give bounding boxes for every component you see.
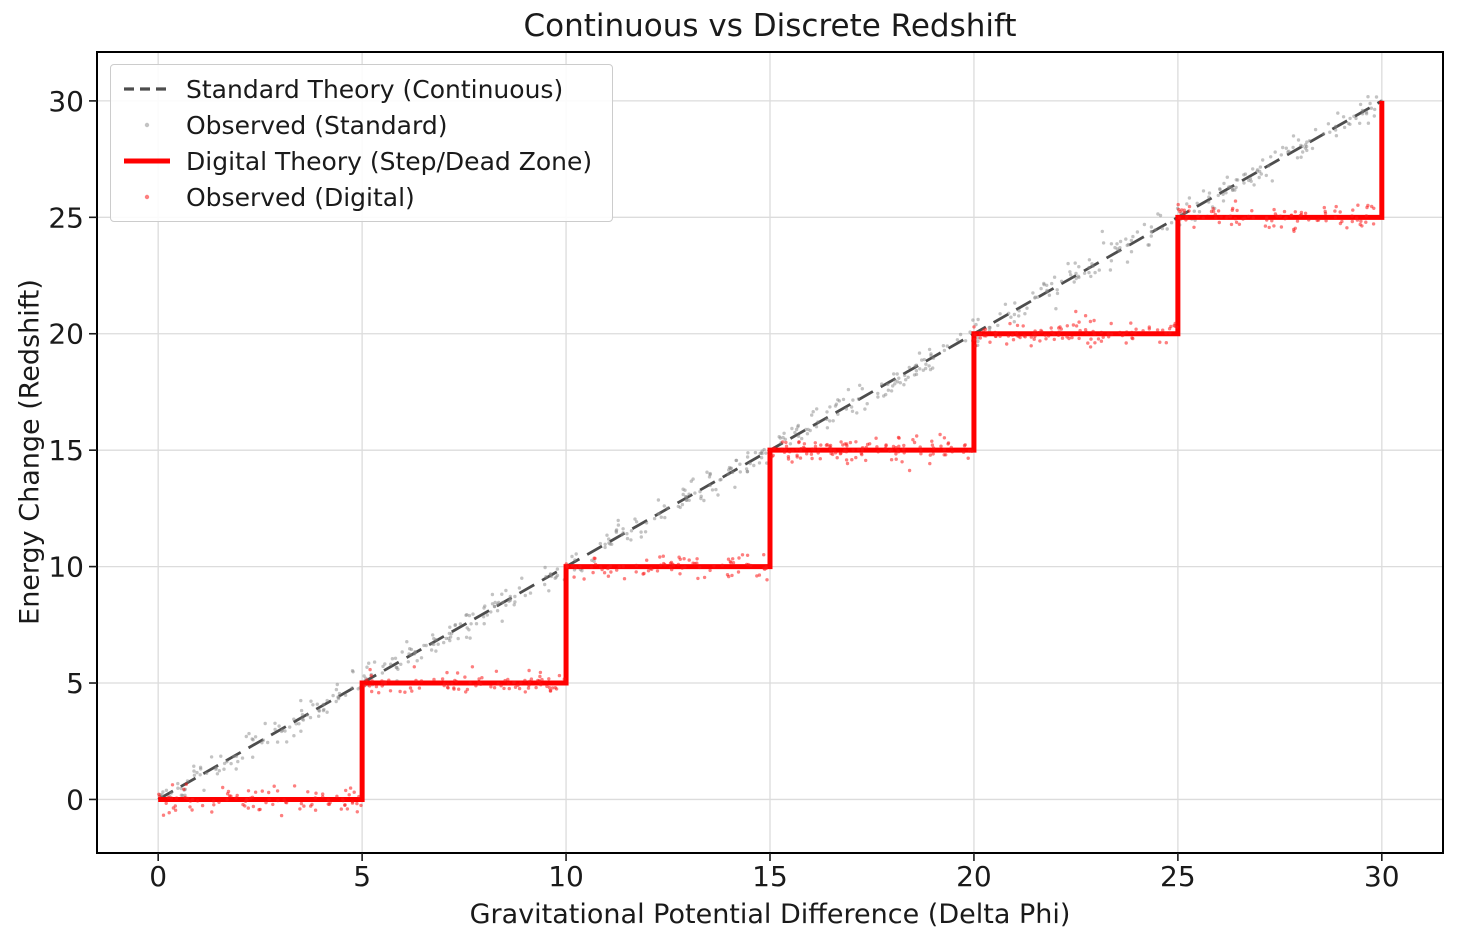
legend-label: Digital Theory (Step/Dead Zone) — [186, 146, 593, 176]
legend-red-dot-icon — [123, 192, 171, 202]
y-tick-label: 30 — [48, 85, 84, 118]
series-line-2 — [158, 100, 1385, 802]
x-tick-label: 15 — [752, 860, 788, 893]
legend-label: Observed (Digital) — [186, 182, 415, 212]
y-tick-label: 15 — [48, 434, 84, 467]
series-scatter-1 — [158, 95, 1384, 799]
legend-label: Standard Theory (Continuous) — [186, 74, 564, 104]
legend: Standard Theory (Continuous) Observed (S… — [110, 64, 614, 222]
x-tick-label: 30 — [1364, 860, 1400, 893]
legend-label: Observed (Standard) — [186, 110, 448, 140]
legend-gray-dot-icon — [123, 120, 171, 130]
legend-red-line-icon — [123, 157, 171, 165]
x-axis-label: Gravitational Potential Difference (Delt… — [469, 899, 1071, 930]
y-tick-label: 20 — [48, 318, 84, 351]
chart-title: Continuous vs Discrete Redshift — [523, 8, 1017, 44]
x-tick-label: 20 — [956, 860, 992, 893]
legend-item-digital-theory: Digital Theory (Step/Dead Zone) — [123, 143, 592, 179]
legend-item-observed-digital: Observed (Digital) — [123, 179, 592, 215]
y-tick-label: 5 — [66, 667, 84, 700]
legend-dashed-line-icon — [123, 85, 171, 93]
x-axis-ticks: 0 5 10 15 20 25 30 — [149, 853, 1400, 893]
x-tick-label: 10 — [548, 860, 584, 893]
y-tick-label: 25 — [48, 201, 84, 234]
x-tick-label: 5 — [353, 860, 371, 893]
x-tick-label: 0 — [149, 860, 167, 893]
y-axis-ticks: 0 5 10 15 20 25 30 — [48, 85, 97, 816]
legend-item-observed-standard: Observed (Standard) — [123, 107, 592, 143]
y-axis-label: Energy Change (Redshift) — [14, 279, 46, 625]
series-scatter-3 — [157, 199, 1376, 818]
y-tick-label: 0 — [66, 783, 84, 816]
legend-item-standard-theory: Standard Theory (Continuous) — [123, 71, 592, 107]
y-tick-label: 10 — [48, 551, 84, 584]
x-tick-label: 25 — [1160, 860, 1196, 893]
